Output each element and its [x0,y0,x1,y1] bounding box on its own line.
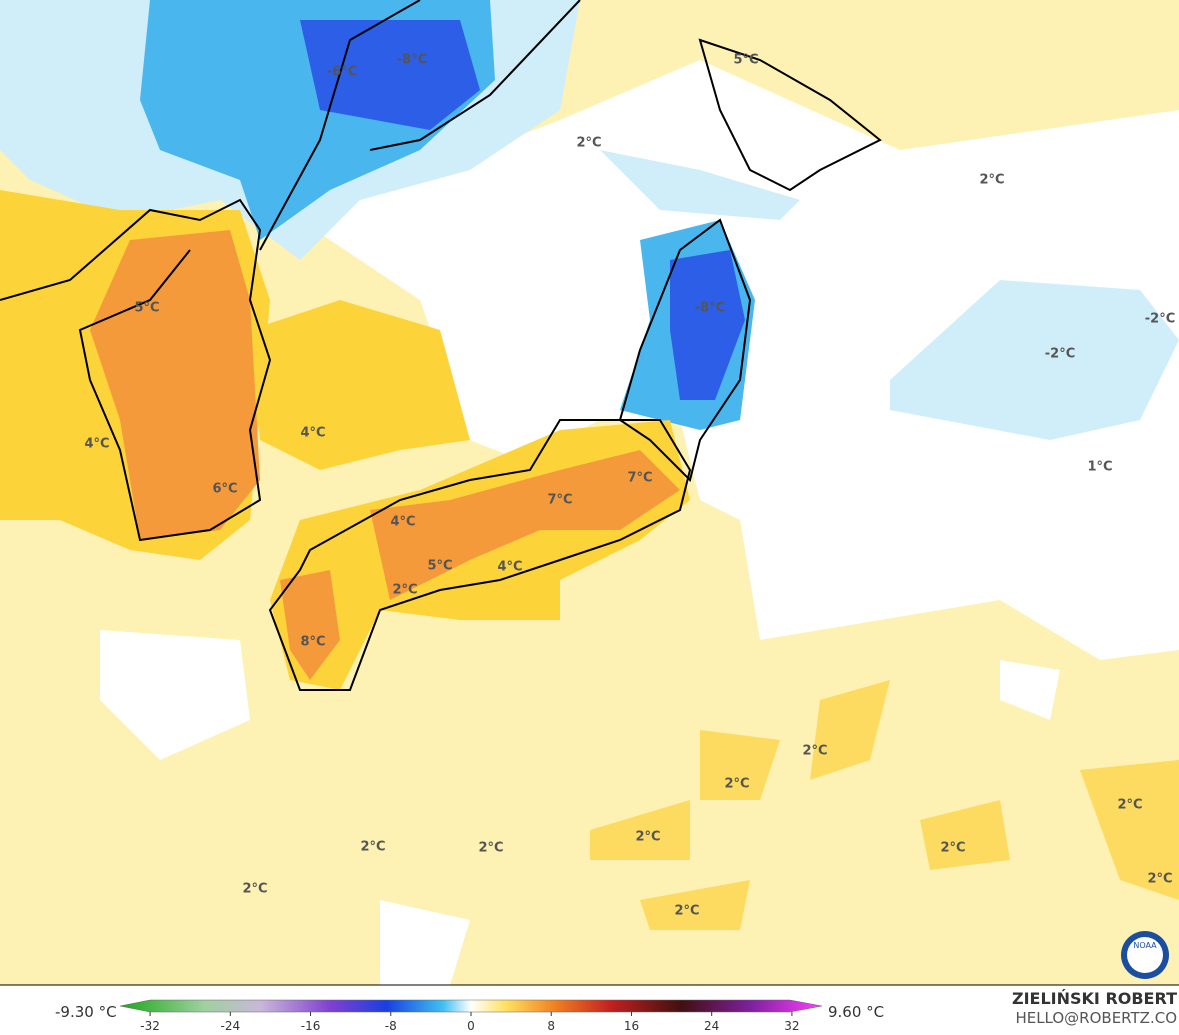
coastlines [0,0,882,691]
colorbar-tick-label: 24 [704,1019,719,1033]
temperature-label: -8°C [695,301,725,316]
credit-name: ZIELIŃSKI ROBERT [1012,989,1177,1008]
temperature-label: -2°C [1045,347,1075,362]
colorbar-min: -9.30 °C [55,1003,117,1021]
temperature-label: 4°C [84,437,109,452]
colorbar-tick-label: -8 [385,1019,397,1033]
colorbar-tick-label: 0 [467,1019,475,1033]
temperature-label: 2°C [674,904,699,919]
temperature-label: 6°C [212,482,237,497]
temperature-label: 2°C [360,840,385,855]
temperature-label: 2°C [242,882,267,897]
temperature-label: 7°C [547,493,572,508]
colorbar-tick-label: -16 [301,1019,321,1033]
temperature-label: 5°C [427,559,452,574]
colorbar-tick-label: 32 [784,1019,799,1033]
colorbar-tick-label: -32 [140,1019,160,1033]
temperature-label: -6°C [327,65,357,80]
temperature-label: 4°C [390,515,415,530]
colorbar-max: 9.60 °C [828,1003,884,1021]
logo-text: NOAA [1133,941,1157,950]
map-field [0,0,1179,985]
temperature-label: -8°C [397,53,427,68]
temperature-label: 2°C [478,841,503,856]
temperature-label: 7°C [627,471,652,486]
temperature-label: 2°C [979,173,1004,188]
temperature-label: 1°C [1087,460,1112,475]
noaa-logo: NOAA [1121,931,1169,979]
temperature-label: -2°C [1145,312,1175,327]
temperature-label: 2°C [724,777,749,792]
colorbar-tick-label: -24 [221,1019,241,1033]
temperature-label: 5°C [134,301,159,316]
colorbar [119,999,823,1013]
colorbar-tick-label: 16 [624,1019,639,1033]
temperature-label: 2°C [1147,872,1172,887]
temperature-label: 2°C [1117,798,1142,813]
colorbar-tick-label: 8 [547,1019,555,1033]
temperature-label: 2°C [940,841,965,856]
credit-email: HELLO@ROBERTZ.CO [1015,1009,1177,1027]
temperature-label: 4°C [300,426,325,441]
temperature-label: 8°C [300,635,325,650]
temperature-label: 2°C [392,583,417,598]
temperature-label: 2°C [576,136,601,151]
temperature-label: 4°C [497,560,522,575]
temperature-label: 2°C [635,830,660,845]
temperature-label: 5°C [733,53,758,68]
temperature-label: 2°C [802,744,827,759]
